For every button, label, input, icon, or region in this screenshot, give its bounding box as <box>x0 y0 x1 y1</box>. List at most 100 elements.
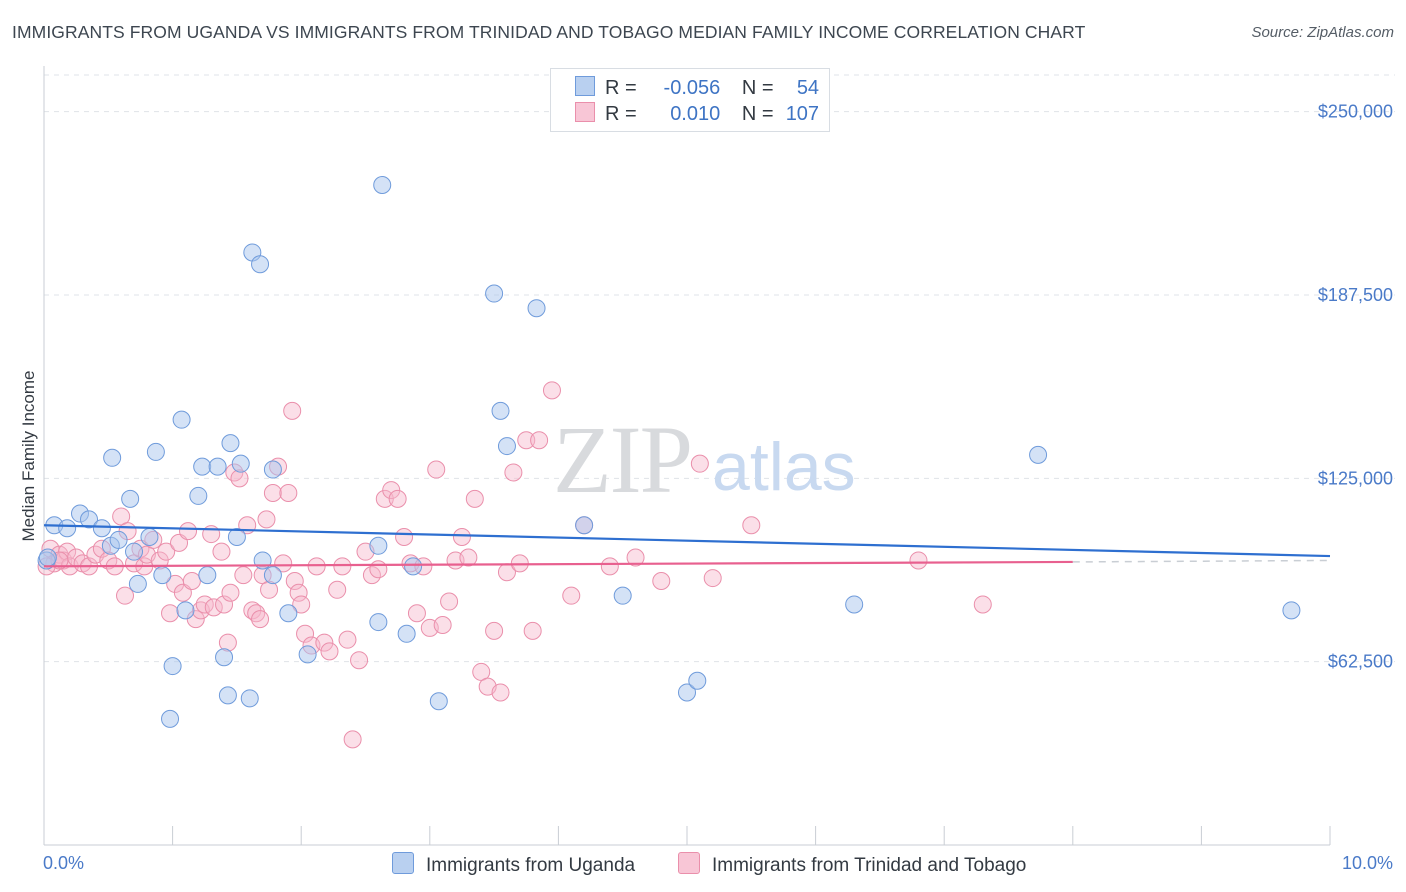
data-point-trinidad-tobago <box>375 489 394 508</box>
data-point-uganda <box>161 709 180 728</box>
data-point-trinidad-tobago <box>459 548 478 567</box>
data-point-uganda <box>198 566 217 585</box>
data-point-trinidad-tobago <box>343 730 362 749</box>
data-point-uganda <box>38 548 57 567</box>
data-point-trinidad-tobago <box>909 551 928 570</box>
data-point-uganda <box>80 510 99 529</box>
data-point-trinidad-tobago <box>234 566 253 585</box>
source-label: Source: ZipAtlas.com <box>1251 24 1394 41</box>
data-point-trinidad-tobago <box>251 610 270 629</box>
data-point-trinidad-tobago <box>369 560 388 579</box>
data-point-uganda <box>163 657 182 676</box>
y-tick-label: $187,500 <box>1318 285 1393 305</box>
data-point-trinidad-tobago <box>279 484 298 502</box>
data-point-uganda <box>369 536 388 555</box>
legend-row-trinidad-tobago: R = 0.010 N = 107 <box>575 102 819 126</box>
data-point-trinidad-tobago <box>742 516 761 535</box>
data-point-uganda <box>429 692 448 711</box>
data-point-uganda <box>231 454 250 473</box>
data-point-uganda <box>497 437 516 456</box>
legend-label-trinidad-tobago: Immigrants from Trinidad and Tobago <box>712 855 1027 876</box>
legend-n-label: N = <box>741 103 774 125</box>
data-point-uganda <box>172 410 191 429</box>
series-legend: Immigrants from Uganda Immigrants from T… <box>0 852 1406 876</box>
correlation-legend: R = -0.056 N = 54 R = 0.010 N = 107 <box>550 68 830 132</box>
data-point-trinidad-tobago <box>600 557 619 576</box>
data-point-trinidad-tobago <box>161 604 180 623</box>
data-point-trinidad-tobago <box>333 557 352 576</box>
data-point-trinidad-tobago <box>116 586 135 605</box>
watermark-atlas: atlas <box>712 429 856 505</box>
y-tick-label: $62,500 <box>1328 652 1393 672</box>
data-point-trinidad-tobago <box>542 381 561 400</box>
trendline-trinidad-tobago-extension <box>1072 559 1331 563</box>
data-point-trinidad-tobago <box>338 630 357 649</box>
data-point-trinidad-tobago <box>157 542 176 561</box>
data-point-uganda <box>215 648 234 667</box>
data-point-uganda <box>146 442 165 461</box>
data-point-trinidad-tobago <box>257 510 276 529</box>
data-point-trinidad-tobago <box>690 454 709 473</box>
data-point-uganda <box>1282 601 1301 620</box>
legend-swatch-uganda <box>575 76 595 96</box>
data-point-trinidad-tobago <box>182 572 201 590</box>
legend-swatch-trinidad-tobago <box>678 852 700 874</box>
x-tick-label: 10.0% <box>1342 853 1393 873</box>
legend-n-value: 107 <box>785 103 820 125</box>
data-point-uganda <box>298 645 317 664</box>
data-point-uganda <box>125 542 144 561</box>
data-point-uganda <box>240 689 259 708</box>
legend-swatch-trinidad-tobago <box>575 102 595 122</box>
data-point-trinidad-tobago <box>274 554 293 573</box>
data-point-trinidad-tobago <box>530 431 549 450</box>
data-point-trinidad-tobago <box>212 542 231 561</box>
data-point-trinidad-tobago <box>388 489 407 508</box>
data-point-trinidad-tobago <box>440 592 459 611</box>
data-point-trinidad-tobago <box>292 595 311 614</box>
data-point-uganda <box>208 457 227 476</box>
data-point-uganda <box>176 601 195 620</box>
y-tick-labels: $62,500 $125,000 $187,500 $250,000 <box>1318 102 1393 672</box>
data-point-uganda <box>491 401 510 420</box>
data-point-trinidad-tobago <box>221 583 240 602</box>
data-point-trinidad-tobago <box>465 489 484 508</box>
data-point-uganda <box>121 489 140 508</box>
data-point-trinidad-tobago <box>215 595 234 614</box>
data-point-trinidad-tobago <box>395 528 414 546</box>
data-point-uganda <box>221 434 240 453</box>
data-point-trinidad-tobago <box>315 633 334 652</box>
data-point-uganda <box>373 176 392 194</box>
watermark: ZIP atlas <box>553 406 856 513</box>
data-point-trinidad-tobago <box>382 481 401 500</box>
data-point-trinidad-tobago <box>626 548 645 567</box>
data-point-trinidad-tobago <box>427 460 446 479</box>
data-point-uganda <box>1029 445 1048 464</box>
axes <box>43 66 1331 846</box>
data-point-uganda <box>397 624 416 643</box>
legend-r-label: R = <box>605 77 637 99</box>
y-axis-label: Median Family Income <box>19 370 38 541</box>
data-point-trinidad-tobago <box>491 683 510 702</box>
data-point-uganda <box>227 528 246 546</box>
data-point-uganda <box>263 460 282 479</box>
data-point-uganda <box>369 613 388 632</box>
legend-item-trinidad-tobago: Immigrants from Trinidad and Tobago <box>678 852 1026 877</box>
data-point-trinidad-tobago <box>283 401 302 420</box>
series-uganda-points <box>37 176 1301 728</box>
data-point-trinidad-tobago <box>320 642 339 661</box>
x-tick-label: 0.0% <box>43 853 84 873</box>
data-point-trinidad-tobago <box>517 431 536 450</box>
data-point-trinidad-tobago <box>504 463 523 482</box>
trendline-trinidad-tobago <box>43 560 1073 568</box>
data-point-uganda <box>103 448 122 467</box>
data-point-trinidad-tobago <box>204 598 223 617</box>
legend-label-uganda: Immigrants from Uganda <box>426 855 636 876</box>
data-point-trinidad-tobago <box>973 595 992 614</box>
trendline-uganda <box>43 524 1331 558</box>
data-point-uganda <box>251 255 270 274</box>
data-point-trinidad-tobago <box>703 569 722 588</box>
data-point-trinidad-tobago <box>350 651 369 670</box>
data-point-trinidad-tobago <box>407 604 426 623</box>
data-point-trinidad-tobago <box>307 557 326 576</box>
legend-row-uganda: R = -0.056 N = 54 <box>575 76 819 100</box>
